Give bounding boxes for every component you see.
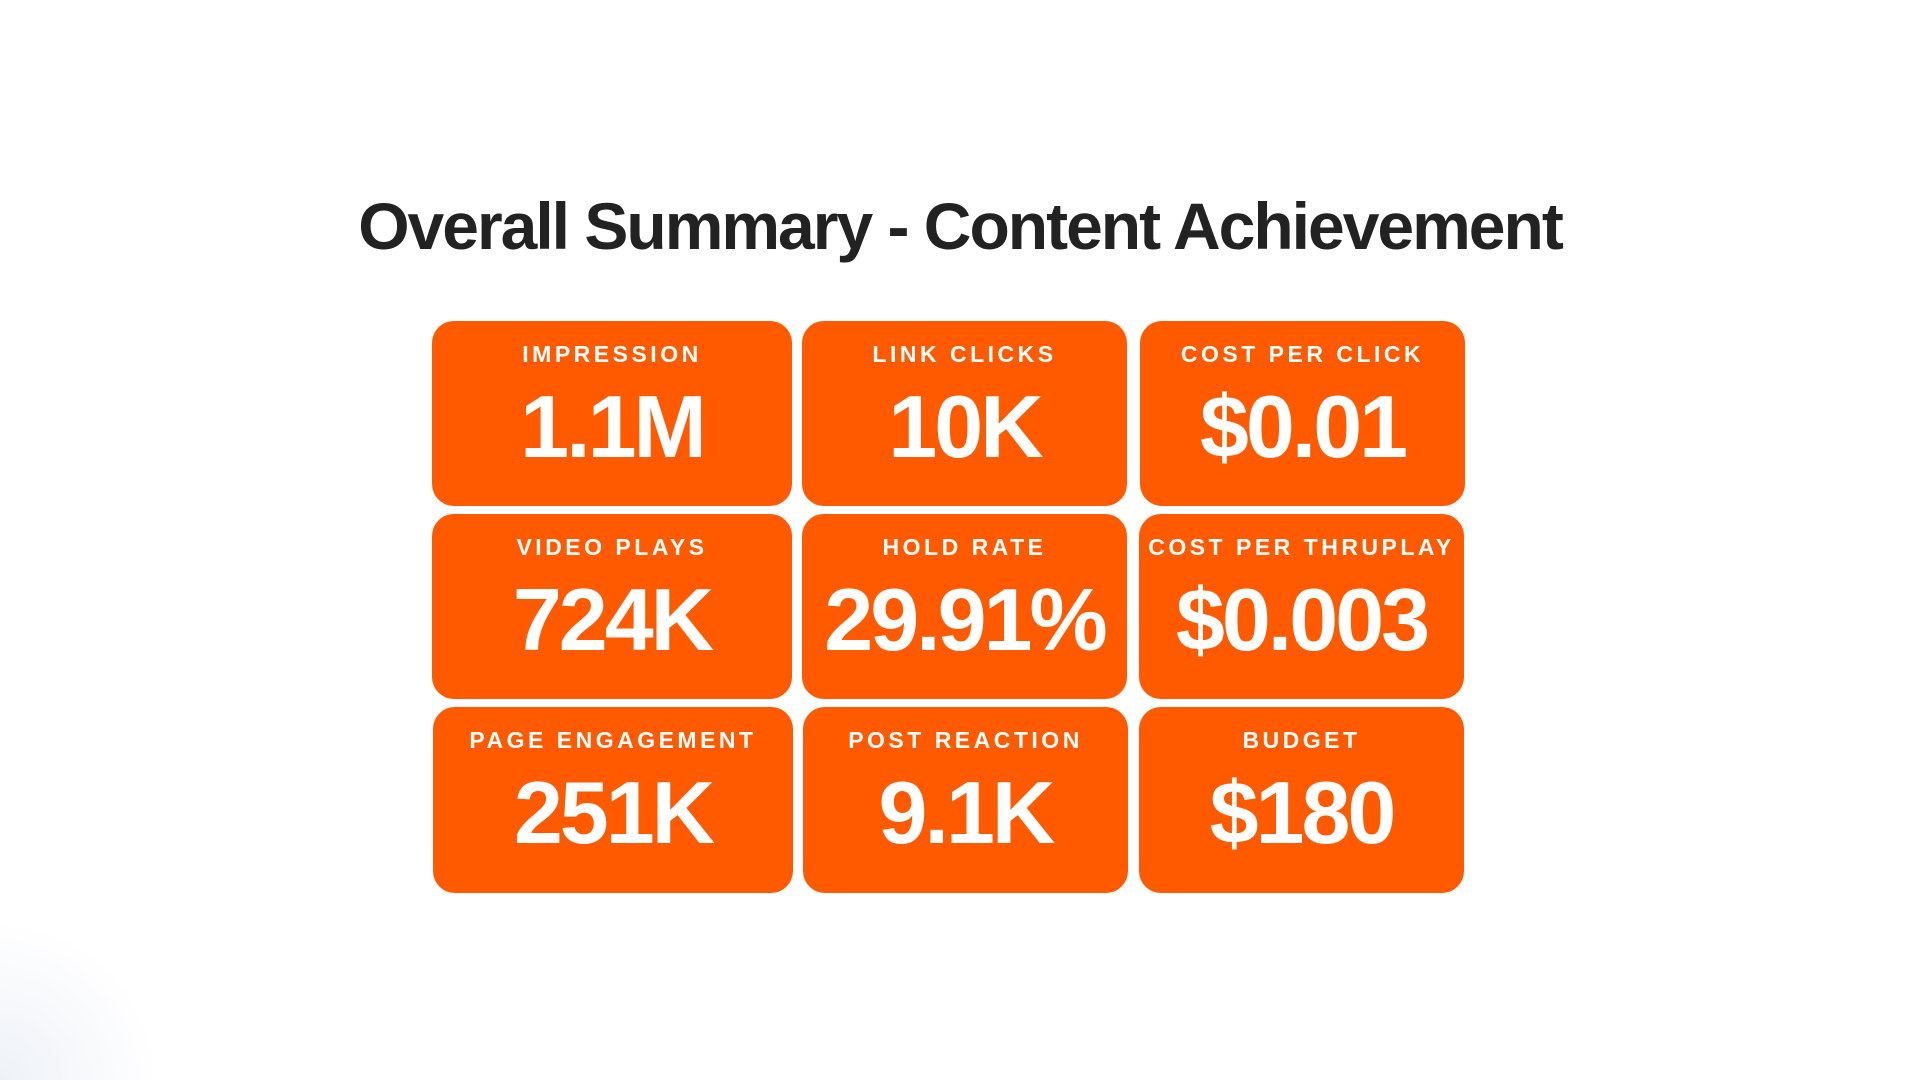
metric-label: IMPRESSION	[522, 341, 702, 367]
metric-card-budget: BUDGET $180	[1139, 707, 1464, 893]
metric-label: BUDGET	[1242, 727, 1361, 753]
page-title: Overall Summary - Content Achievement	[358, 189, 1564, 263]
metric-label: POST REACTION	[848, 727, 1083, 753]
metric-label: VIDEO PLAYS	[516, 534, 708, 560]
metric-label: PAGE ENGAGEMENT	[469, 727, 757, 753]
metric-card-cost-per-click: COST PER CLICK $0.01	[1140, 321, 1465, 506]
metric-card-page-engagement: PAGE ENGAGEMENT 251K	[433, 707, 793, 893]
metric-value: 9.1K	[878, 763, 1056, 862]
metric-value: 10K	[888, 377, 1043, 476]
metric-value: $0.01	[1199, 377, 1408, 476]
metric-value: 29.91%	[824, 570, 1107, 669]
metric-card-cost-per-thruplay: COST PER THRUPLAY $0.003	[1139, 514, 1464, 699]
metric-label: HOLD RATE	[882, 534, 1047, 560]
metric-value: $180	[1209, 763, 1397, 862]
metric-card-video-plays: VIDEO PLAYS 724K	[432, 514, 792, 699]
metric-card-link-clicks: LINK CLICKS 10K	[802, 321, 1127, 506]
metric-card-post-reaction: POST REACTION 9.1K	[803, 707, 1128, 893]
metric-card-hold-rate: HOLD RATE 29.91%	[802, 514, 1127, 699]
metric-card-impression: IMPRESSION 1.1M	[432, 321, 792, 506]
metric-value: 251K	[513, 763, 715, 862]
metric-label: COST PER CLICK	[1180, 341, 1425, 367]
metric-value: $0.003	[1175, 570, 1430, 669]
metric-label: LINK CLICKS	[872, 341, 1057, 367]
background-glow	[0, 920, 160, 1080]
metric-value: 1.1M	[520, 377, 707, 476]
metric-value: 724K	[512, 570, 714, 669]
metric-label: COST PER THRUPLAY	[1148, 534, 1455, 560]
